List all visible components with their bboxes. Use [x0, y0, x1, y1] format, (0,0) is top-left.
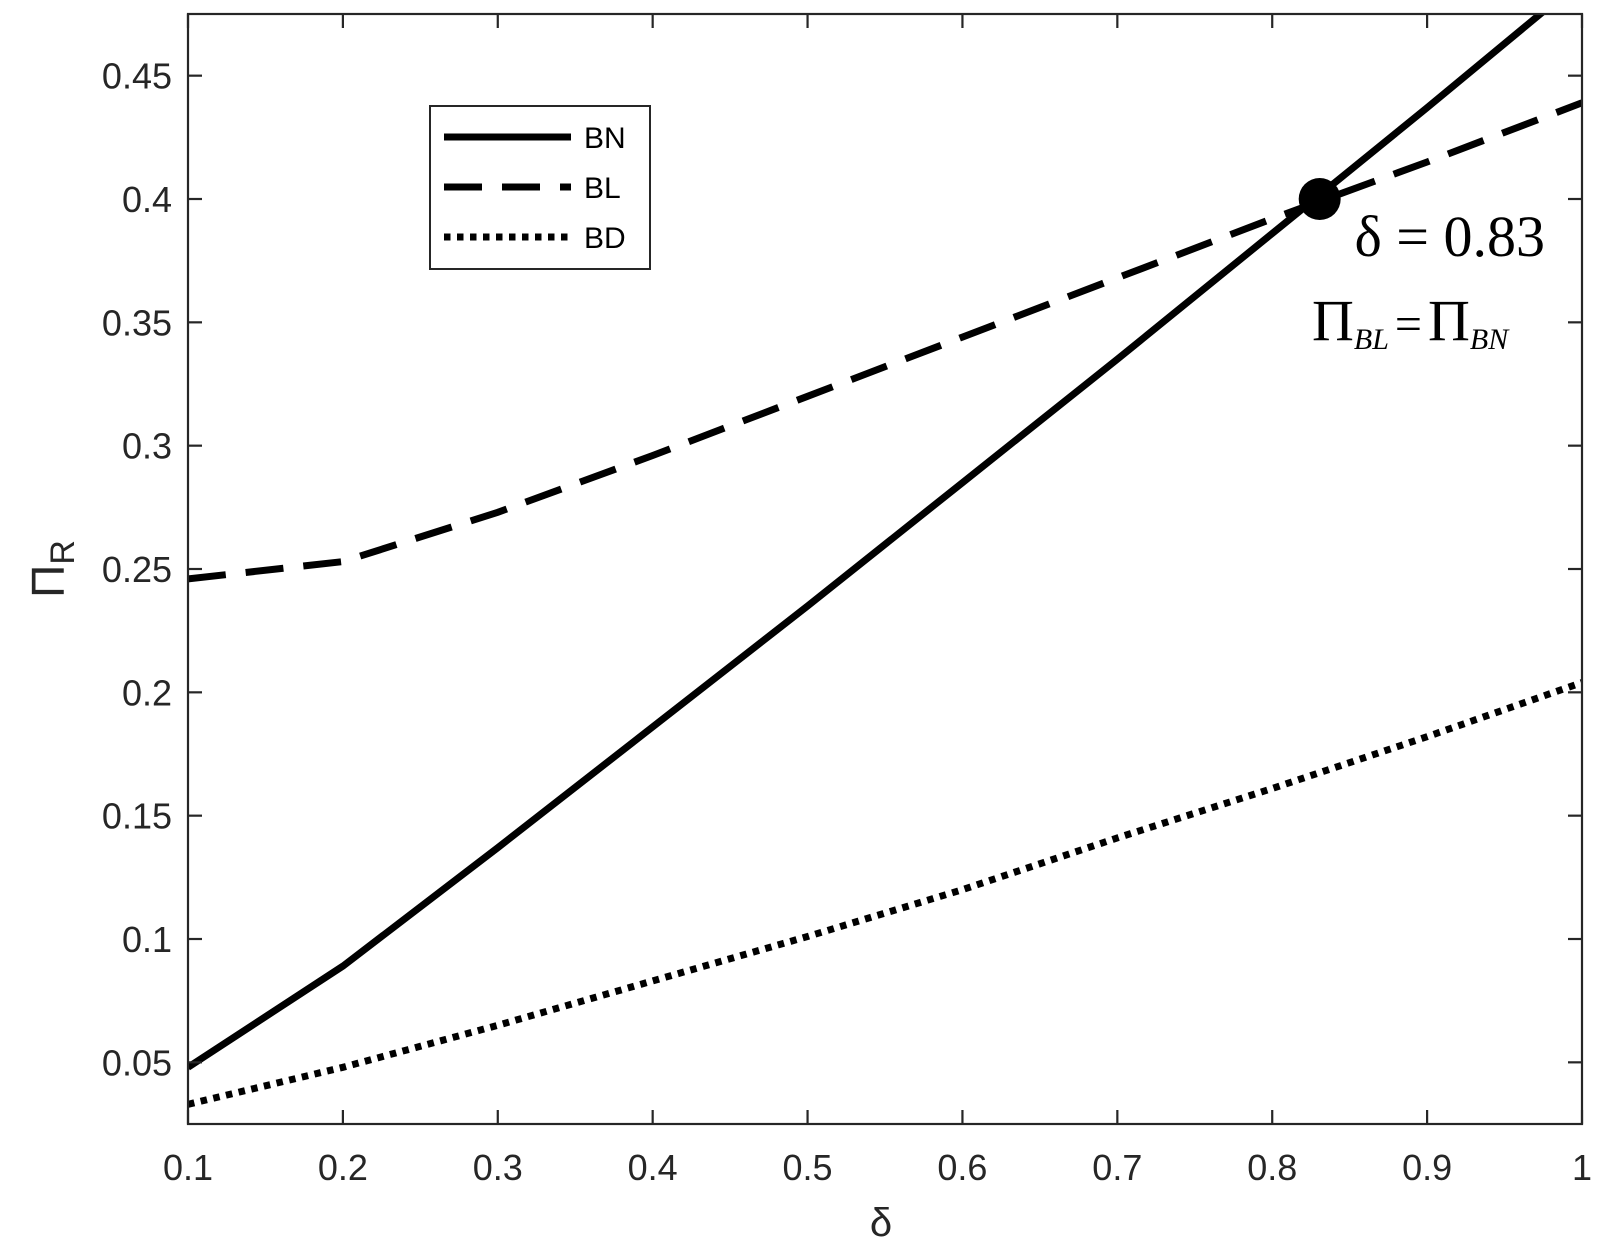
series-line-bd: [188, 679, 1582, 1108]
x-tick-label: 0.4: [628, 1147, 678, 1188]
y-tick-label: 0.3: [122, 426, 172, 467]
x-tick-label: 0.1: [163, 1147, 213, 1188]
y-tick-label: 0.25: [102, 549, 172, 590]
axes-layer: 0.1 0.2 0.3 0.4 0.5 0.6 0.7 0.8 0.9 1 0.05 0.1 0.15 0…: [22, 12, 1592, 1245]
y-tick-label: 0.35: [102, 302, 172, 343]
y-tick-label: 0.2: [122, 672, 172, 713]
x-tick-label: 0.7: [1092, 1147, 1142, 1188]
legend-label-bd: BD: [584, 222, 626, 255]
annot-equals: =: [1395, 298, 1422, 351]
y-tick-label: 0.4: [122, 179, 172, 220]
x-axis-label: δ: [870, 1201, 892, 1245]
legend-label-bn: BN: [584, 122, 626, 155]
y-axis-label-main: Π: [22, 565, 74, 598]
annot-sub-bl: BL: [1354, 323, 1389, 356]
y-tick-label: 0.15: [102, 796, 172, 837]
profit-equality-annotation: ΠBL = ΠBN: [1312, 288, 1510, 356]
x-tick-label: 0.5: [783, 1147, 833, 1188]
annot-pi-1: Π: [1312, 288, 1354, 353]
x-tick-label: 0.2: [318, 1147, 368, 1188]
y-tick-label: 0.45: [102, 56, 172, 97]
x-tick-label: 0.8: [1247, 1147, 1297, 1188]
x-tick-label: 0.9: [1402, 1147, 1452, 1188]
series-line-bn: [188, 14, 1546, 1071]
plot-area: [188, 14, 1582, 1124]
legend: BN BL BD: [429, 105, 651, 270]
series-layer: [188, 14, 1582, 1108]
x-tick-label: 1: [1572, 1147, 1592, 1188]
annot-pi-2: Π: [1428, 288, 1470, 353]
series-line-bl: [188, 99, 1582, 583]
annot-sub-bn: BN: [1470, 323, 1510, 356]
y-axis-label: ΠR: [22, 540, 82, 598]
legend-label-bl: BL: [584, 172, 621, 205]
y-tick-label: 0.1: [122, 919, 172, 960]
x-tick-label: 0.3: [473, 1147, 523, 1188]
y-axis-label-sub: R: [44, 540, 82, 565]
intersection-point: [1298, 178, 1341, 220]
y-tick-label: 0.05: [102, 1042, 172, 1083]
x-tick-label: 0.6: [937, 1147, 987, 1188]
delta-annotation: δ = 0.83: [1354, 204, 1545, 269]
